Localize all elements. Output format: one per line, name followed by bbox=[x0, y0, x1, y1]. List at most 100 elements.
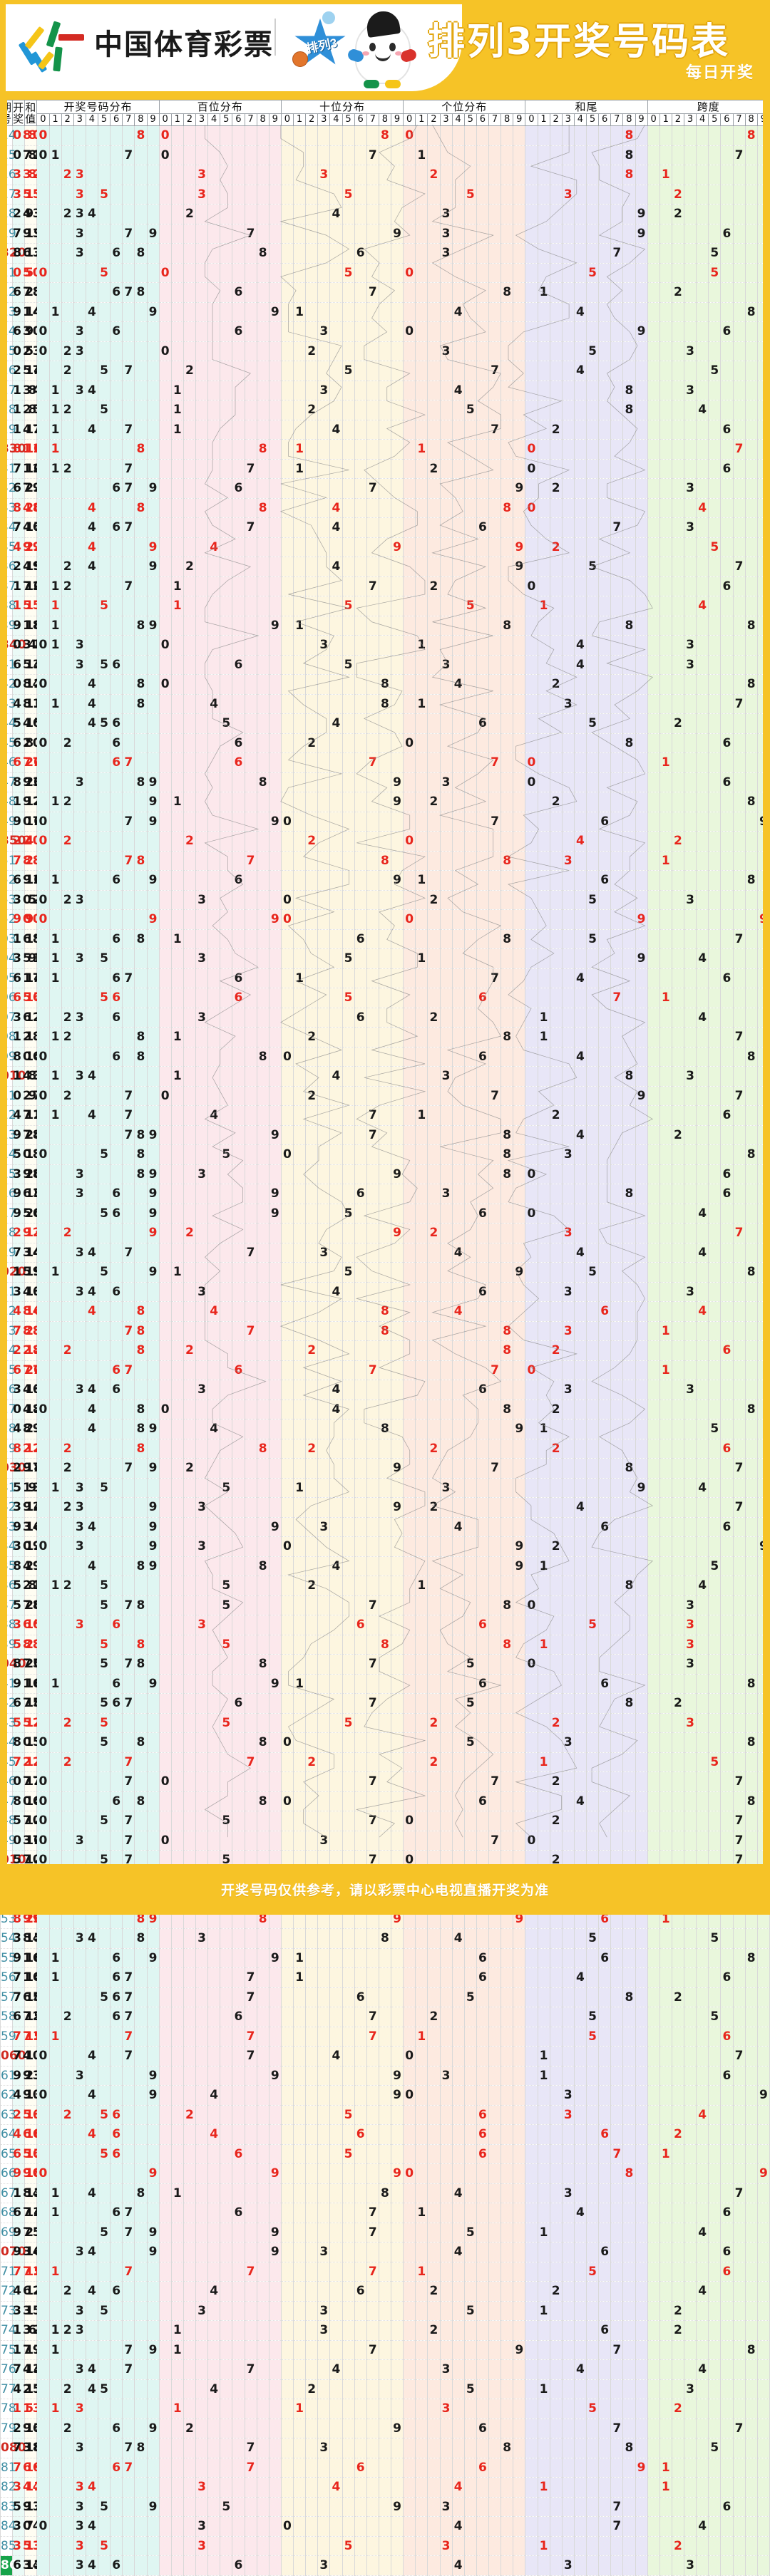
cell-empty bbox=[305, 439, 319, 460]
table-row[interactable]: 330811101881107 bbox=[0, 439, 770, 460]
table-row[interactable]: 28125812512584 bbox=[0, 400, 770, 420]
cell-sum-value: 23 bbox=[24, 851, 42, 871]
table-row[interactable]: 145081305850838 bbox=[0, 1144, 770, 1165]
table-row[interactable]: 010143813414383 bbox=[0, 1066, 770, 1087]
table-row[interactable]: 340031401303143 bbox=[0, 635, 770, 656]
table-row[interactable]: 098061406880648 bbox=[0, 1047, 770, 1067]
cell-empty bbox=[292, 263, 307, 283]
table-row[interactable]: 179562056995604 bbox=[0, 1204, 770, 1224]
cell-empty bbox=[305, 752, 319, 773]
cell-empty bbox=[427, 1105, 441, 1126]
table-row[interactable]: 526911616969168 bbox=[0, 870, 770, 891]
cell-empty bbox=[97, 1105, 111, 1126]
table-row[interactable]: 420841204808428 bbox=[0, 674, 770, 695]
table-row[interactable]: 153982038939806 bbox=[0, 1164, 770, 1184]
table-row[interactable]: 0302971827929787 bbox=[0, 1458, 770, 1479]
table-row[interactable]: 04351913535194 bbox=[0, 948, 770, 969]
table-row[interactable]: 399181818991888 bbox=[0, 616, 770, 636]
table-row[interactable]: 317121012771206 bbox=[0, 459, 770, 479]
table-row[interactable]: 29822122882226 bbox=[0, 1439, 770, 1459]
table-row[interactable]: 22484164848464 bbox=[0, 1301, 770, 1322]
cell-empty bbox=[122, 341, 135, 361]
table-row[interactable]: 2105050505055 bbox=[0, 263, 770, 283]
table-row[interactable]: 434811314848137 bbox=[0, 694, 770, 714]
table-row[interactable]: 18243923424392 bbox=[0, 204, 770, 224]
cell-empty bbox=[122, 1223, 135, 1243]
table-row[interactable]: 35499224949925 bbox=[0, 537, 770, 557]
table-row[interactable]: 416531435665343 bbox=[0, 655, 770, 675]
table-row[interactable]: 124711214747126 bbox=[0, 1105, 770, 1126]
table-row[interactable]: 197341434773444 bbox=[0, 1243, 770, 1263]
table-row[interactable]: 284892148948915 bbox=[0, 1419, 770, 1439]
table-row[interactable]: 056171416761746 bbox=[0, 968, 770, 988]
table-row[interactable]: 239141414991448 bbox=[0, 302, 770, 322]
cell-empty bbox=[378, 1340, 392, 1361]
table-row[interactable]: 35022040222042 bbox=[0, 831, 770, 852]
table-row[interactable]: 23788237878831 bbox=[0, 1321, 770, 1341]
table-row[interactable]: 358492148984915 bbox=[0, 1556, 770, 1576]
table-row[interactable]: 24228122822826 bbox=[0, 1340, 770, 1361]
table-row[interactable]: 5290090990099 bbox=[0, 909, 770, 930]
table-row[interactable]: 38366153636653 bbox=[0, 1615, 770, 1635]
cell-empty bbox=[451, 1184, 465, 1204]
cell-empty bbox=[610, 596, 624, 616]
table-row[interactable]: 362491524924957 bbox=[0, 557, 770, 577]
table-row[interactable]: 18292132929237 bbox=[0, 1223, 770, 1243]
table-row[interactable]: 38155111515514 bbox=[0, 596, 770, 616]
cell-empty bbox=[36, 537, 50, 557]
table-row[interactable]: 481921212919228 bbox=[0, 792, 770, 812]
table-row[interactable]: 15071801707187 bbox=[0, 145, 770, 165]
table-row[interactable]: 24630903663096 bbox=[0, 321, 770, 342]
table-row[interactable]: 51788237878831 bbox=[0, 851, 770, 871]
table-row[interactable]: 0201591515915958 bbox=[0, 1262, 770, 1283]
table-row[interactable]: 1633282333281 bbox=[0, 165, 770, 185]
cell-empty bbox=[342, 1301, 355, 1322]
table-row[interactable]: 343091203930929 bbox=[0, 1536, 770, 1557]
table-row[interactable]: 291471214714726 bbox=[0, 420, 770, 440]
table-row[interactable]: 169631836996386 bbox=[0, 1184, 770, 1204]
cell-draw-number: 050 bbox=[12, 263, 41, 283]
cell-empty bbox=[268, 1595, 282, 1615]
cell-empty bbox=[158, 1144, 172, 1165]
table-row[interactable]: 25023502302353 bbox=[0, 341, 770, 361]
table-row[interactable]: 46677206767701 bbox=[0, 752, 770, 773]
table-row[interactable]: 263461334634633 bbox=[0, 1380, 770, 1400]
table-row[interactable]: 073621123636214 bbox=[0, 1008, 770, 1028]
cell-empty bbox=[647, 694, 660, 714]
cell-empty bbox=[256, 1615, 270, 1635]
table-row[interactable]: 53302502330253 bbox=[0, 890, 770, 910]
table-row[interactable]: 499071607990769 bbox=[0, 812, 770, 832]
digit-header-units-2: 2 bbox=[427, 113, 441, 126]
table-row[interactable]: 17355133535532 bbox=[0, 185, 770, 205]
table-row[interactable]: 213461334634633 bbox=[0, 1282, 770, 1302]
table-row[interactable]: 347461746774673 bbox=[0, 517, 770, 538]
table-row[interactable]: 31513913551394 bbox=[0, 1478, 770, 1498]
table-row[interactable]: 323921423939247 bbox=[0, 1497, 770, 1518]
cell-empty bbox=[561, 459, 575, 479]
table-row[interactable]: 270481204804828 bbox=[0, 1400, 770, 1419]
cell-empty bbox=[207, 1184, 221, 1204]
table-row[interactable]: 3208631736886375 bbox=[0, 243, 770, 264]
table-row[interactable]: 139782478997842 bbox=[0, 1125, 770, 1145]
table-row[interactable]: 262571425725745 bbox=[0, 361, 770, 381]
table-row[interactable]: 445461545654652 bbox=[0, 713, 770, 734]
cell-empty bbox=[36, 948, 50, 969]
table-row[interactable]: 1408080808088 bbox=[0, 125, 770, 146]
table-row[interactable]: 06656175665671 bbox=[0, 988, 770, 1008]
table-row[interactable]: 375782057857803 bbox=[0, 1595, 770, 1615]
table-row[interactable]: 478932038989306 bbox=[0, 772, 770, 792]
table-row[interactable]: 25677206767701 bbox=[0, 1360, 770, 1380]
cell-empty bbox=[36, 596, 50, 616]
table-row[interactable]: 45620802662086 bbox=[0, 733, 770, 753]
table-row[interactable]: 33848204884804 bbox=[0, 498, 770, 518]
table-row[interactable]: 031681516816857 bbox=[0, 929, 770, 949]
table-row[interactable]: 27134813413483 bbox=[0, 381, 770, 400]
table-row[interactable]: 36521812552184 bbox=[0, 1576, 770, 1596]
table-row[interactable]: 326792267967923 bbox=[0, 478, 770, 499]
table-row[interactable]: 11027902702797 bbox=[0, 1086, 770, 1106]
table-row[interactable]: 371721012717206 bbox=[0, 576, 770, 596]
table-row[interactable]: 226782167867812 bbox=[0, 282, 770, 303]
table-row[interactable]: 339341634993466 bbox=[0, 1517, 770, 1537]
table-row[interactable]: 081281112812817 bbox=[0, 1027, 770, 1048]
table-row[interactable]: 197931937979396 bbox=[0, 224, 770, 244]
